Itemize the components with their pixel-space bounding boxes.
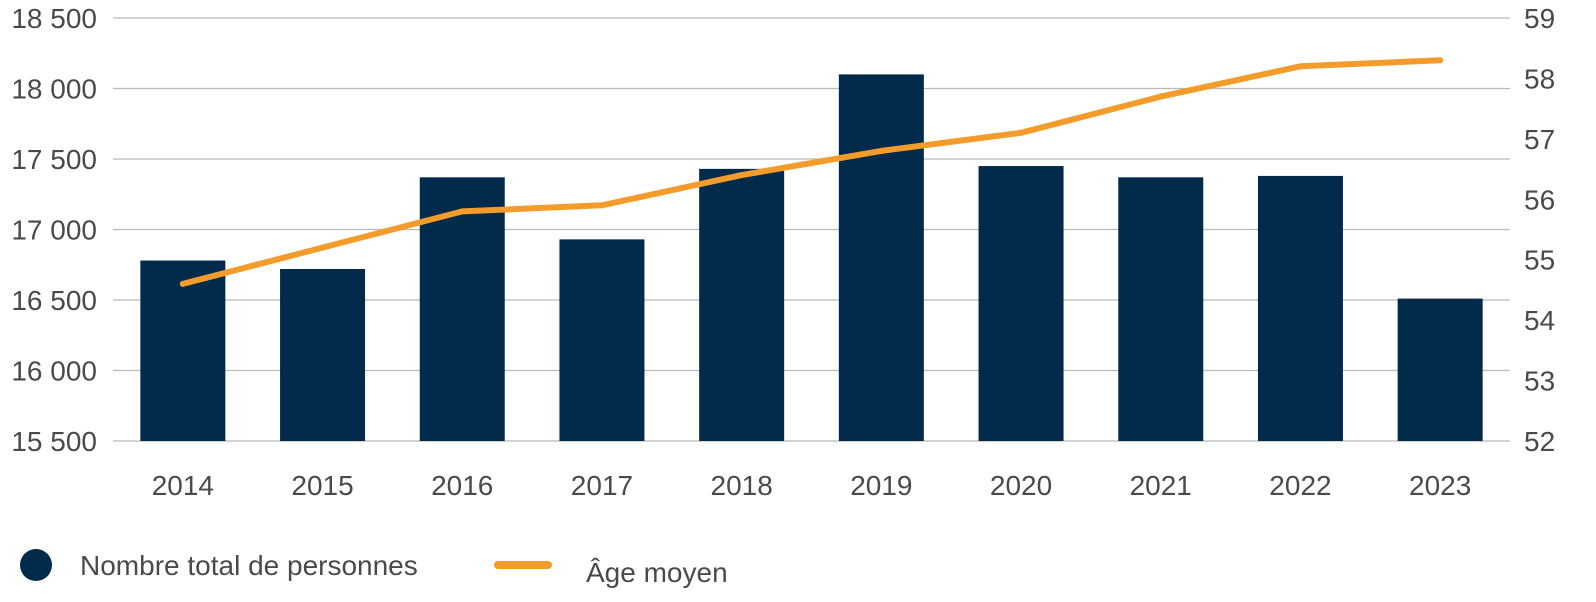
- age-line: [179, 57, 1444, 287]
- left-axis-tick-labels: 15 500 16 000 16 500 17 000 17 500 18 000 18 5…: [11, 3, 97, 457]
- line-series: [179, 57, 1444, 287]
- left-axis-tick-label: 17 000: [11, 215, 97, 246]
- line-point-2018: [738, 172, 745, 179]
- left-axis-tick-label: 18 500: [11, 3, 97, 34]
- line-point-2023: [1437, 57, 1444, 64]
- line-point-2020: [1018, 129, 1025, 136]
- x-axis-tick-label: 2021: [1130, 470, 1192, 501]
- bar-2023: [1397, 298, 1483, 441]
- line-point-2014: [179, 280, 186, 287]
- bar-series: [140, 74, 1483, 442]
- bar-2019: [838, 74, 924, 442]
- legend-label-line: Âge moyen: [586, 557, 728, 588]
- bar-2015: [280, 268, 366, 441]
- right-axis-tick-label: 58: [1524, 63, 1555, 94]
- x-axis-tick-label: 2019: [850, 470, 912, 501]
- x-axis-tick-label: 2014: [152, 470, 214, 501]
- line-point-2016: [459, 208, 466, 215]
- x-axis-tick-label: 2020: [990, 470, 1052, 501]
- line-point-2021: [1157, 93, 1164, 100]
- x-axis-tick-label: 2015: [291, 470, 353, 501]
- right-axis-tick-labels: 52 53 54 55 56 57 58 59: [1524, 3, 1555, 457]
- right-axis-tick-label: 59: [1524, 3, 1555, 34]
- line-point-2015: [319, 244, 326, 251]
- x-axis-tick-label: 2016: [431, 470, 493, 501]
- legend: Nombre total de personnes Âge moyen: [20, 549, 728, 588]
- line-point-2019: [878, 147, 885, 154]
- line-point-2022: [1297, 63, 1304, 70]
- left-axis-tick-label: 16 000: [11, 356, 97, 387]
- legend-marker-bars: [20, 549, 52, 581]
- right-axis-tick-label: 57: [1524, 124, 1555, 155]
- x-axis-tick-label: 2018: [711, 470, 773, 501]
- left-axis-tick-label: 18 000: [11, 74, 97, 105]
- line-point-2017: [598, 202, 605, 209]
- x-axis-tick-label: 2022: [1269, 470, 1331, 501]
- bar-2020: [978, 166, 1064, 442]
- right-axis-tick-label: 56: [1524, 184, 1555, 215]
- left-axis-tick-label: 15 500: [11, 426, 97, 457]
- bar-2014: [140, 260, 226, 441]
- bar-2017: [559, 239, 645, 441]
- x-axis-tick-label: 2023: [1409, 470, 1471, 501]
- right-axis-tick-label: 54: [1524, 305, 1555, 336]
- bar-2022: [1257, 175, 1343, 442]
- right-axis-tick-label: 55: [1524, 245, 1555, 276]
- bar-2018: [699, 168, 785, 441]
- x-axis-tick-labels: 2014 2015 2016 2017 2018 2019 2020 2021 2022 2023: [152, 470, 1472, 501]
- left-axis-tick-label: 17 500: [11, 144, 97, 175]
- right-axis-tick-label: 53: [1524, 366, 1555, 397]
- x-axis-tick-label: 2017: [571, 470, 633, 501]
- right-axis-tick-label: 52: [1524, 426, 1555, 457]
- legend-label-bars: Nombre total de personnes: [80, 550, 418, 581]
- left-axis-tick-label: 16 500: [11, 285, 97, 316]
- bar-2021: [1118, 177, 1204, 441]
